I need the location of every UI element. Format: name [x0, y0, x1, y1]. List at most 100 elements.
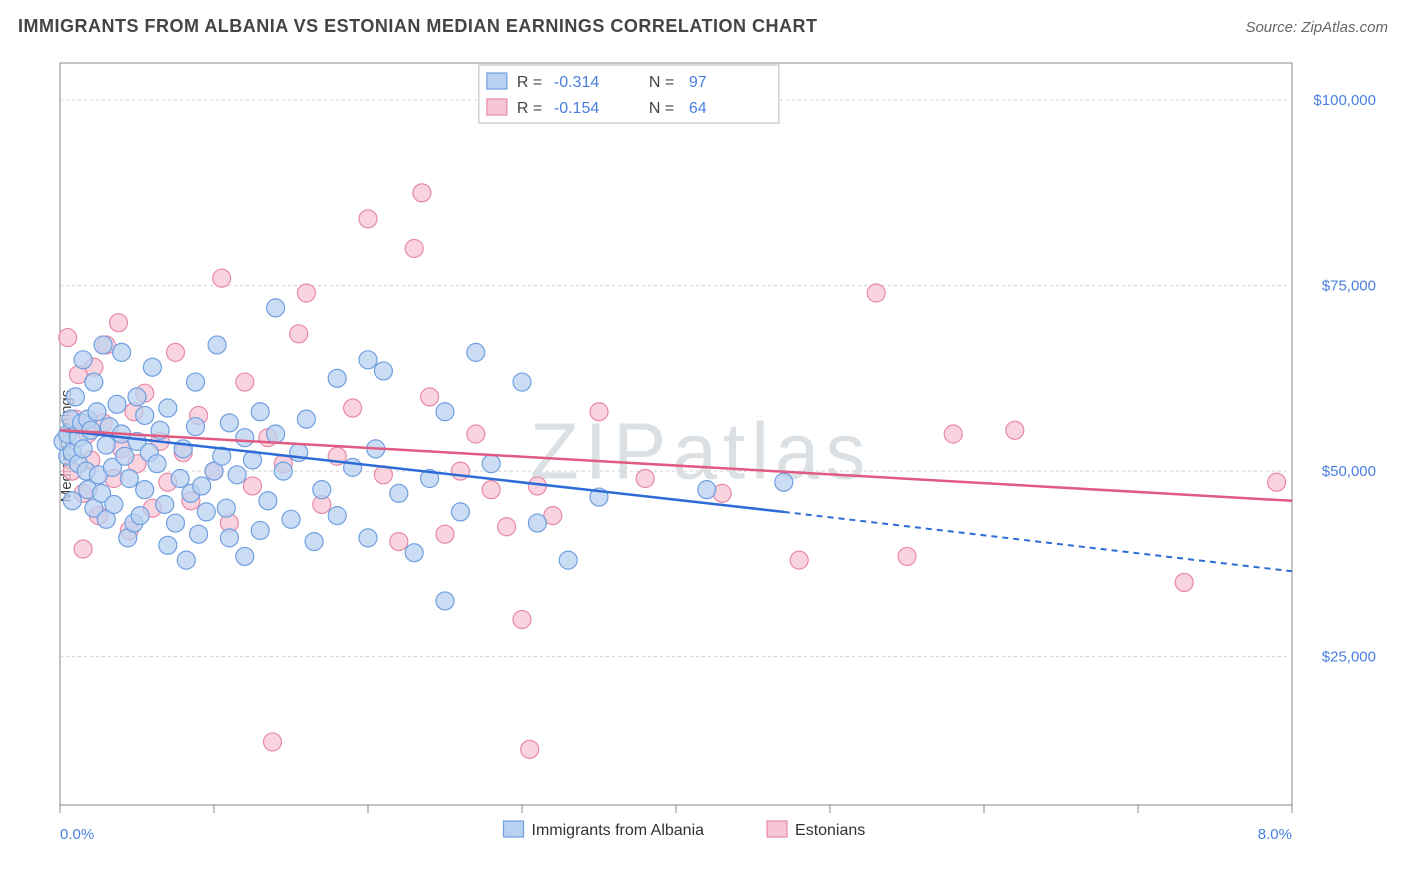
data-point [236, 373, 254, 391]
chart-title: IMMIGRANTS FROM ALBANIA VS ESTONIAN MEDI… [18, 16, 818, 37]
data-point [251, 521, 269, 539]
data-point [1175, 573, 1193, 591]
data-point [421, 388, 439, 406]
watermark: ZIPatlas [530, 407, 871, 496]
data-point [220, 414, 238, 432]
stats-r-value: -0.154 [554, 100, 599, 117]
chart-svg: $25,000 $50,000 $75,000 $100,000 ZIPatlas R =… [52, 55, 1382, 875]
stats-n-value: 64 [689, 100, 707, 117]
data-point [498, 518, 516, 536]
data-point [197, 503, 215, 521]
stats-n-label: N = [649, 100, 674, 117]
data-point [313, 481, 331, 499]
data-point [305, 533, 323, 551]
data-point [482, 481, 500, 499]
data-point [436, 592, 454, 610]
data-point [359, 351, 377, 369]
data-point [74, 440, 92, 458]
data-point [113, 343, 131, 361]
data-point [467, 425, 485, 443]
x-max-label: 8.0% [1258, 826, 1292, 843]
data-point [74, 540, 92, 558]
data-point [105, 495, 123, 513]
data-point [66, 388, 84, 406]
stats-r-label: R = [517, 74, 542, 91]
stats-r-label: R = [517, 100, 542, 117]
data-point [217, 499, 235, 517]
data-point [228, 466, 246, 484]
data-point [190, 525, 208, 543]
data-point [467, 343, 485, 361]
y-tick-label: $75,000 [1322, 278, 1376, 295]
data-point [405, 240, 423, 258]
data-point [220, 529, 238, 547]
data-point [244, 477, 262, 495]
data-point [143, 358, 161, 376]
stats-swatch [487, 73, 507, 89]
legend-label: Immigrants from Albania [532, 822, 705, 839]
data-point [359, 529, 377, 547]
y-tick-label: $25,000 [1322, 649, 1376, 666]
stats-n-label: N = [649, 74, 674, 91]
data-point [208, 336, 226, 354]
data-point [136, 406, 154, 424]
data-point [775, 473, 793, 491]
data-point [328, 507, 346, 525]
data-point [513, 373, 531, 391]
data-point [193, 477, 211, 495]
data-point [88, 403, 106, 421]
y-tick-label: $50,000 [1322, 463, 1376, 480]
data-point [120, 470, 138, 488]
data-point [187, 373, 205, 391]
data-point [156, 495, 174, 513]
data-point [436, 525, 454, 543]
y-tick-label: $100,000 [1313, 92, 1376, 109]
data-point [116, 447, 134, 465]
data-point [374, 362, 392, 380]
data-point [405, 544, 423, 562]
data-point [267, 299, 285, 317]
data-point [131, 507, 149, 525]
data-point [171, 470, 189, 488]
data-point [513, 611, 531, 629]
data-point [359, 210, 377, 228]
data-point [328, 369, 346, 387]
data-point [128, 388, 146, 406]
data-point [944, 425, 962, 443]
data-point [297, 410, 315, 428]
data-point [436, 403, 454, 421]
data-point [559, 551, 577, 569]
data-point [390, 484, 408, 502]
data-point [159, 399, 177, 417]
data-point [177, 551, 195, 569]
data-point [251, 403, 269, 421]
legend-label: Estonians [795, 822, 865, 839]
data-point [63, 492, 81, 510]
data-point [167, 514, 185, 532]
x-min-label: 0.0% [60, 826, 94, 843]
data-point [167, 343, 185, 361]
data-point [97, 436, 115, 454]
data-point [187, 418, 205, 436]
legend-swatch [767, 821, 787, 837]
data-point [297, 284, 315, 302]
data-point [636, 470, 654, 488]
source-attribution: Source: ZipAtlas.com [1245, 19, 1388, 36]
data-point [390, 533, 408, 551]
data-point [110, 314, 128, 332]
stats-r-value: -0.314 [554, 74, 599, 91]
data-point [236, 547, 254, 565]
data-point [264, 733, 282, 751]
data-point [413, 184, 431, 202]
stats-n-value: 97 [689, 74, 707, 91]
trend-line-dashed [784, 512, 1292, 571]
data-point [898, 547, 916, 565]
data-point [521, 740, 539, 758]
data-point [344, 399, 362, 417]
stats-swatch [487, 99, 507, 115]
data-point [867, 284, 885, 302]
data-point [482, 455, 500, 473]
data-point [790, 551, 808, 569]
data-point [159, 536, 177, 554]
data-point [108, 395, 126, 413]
